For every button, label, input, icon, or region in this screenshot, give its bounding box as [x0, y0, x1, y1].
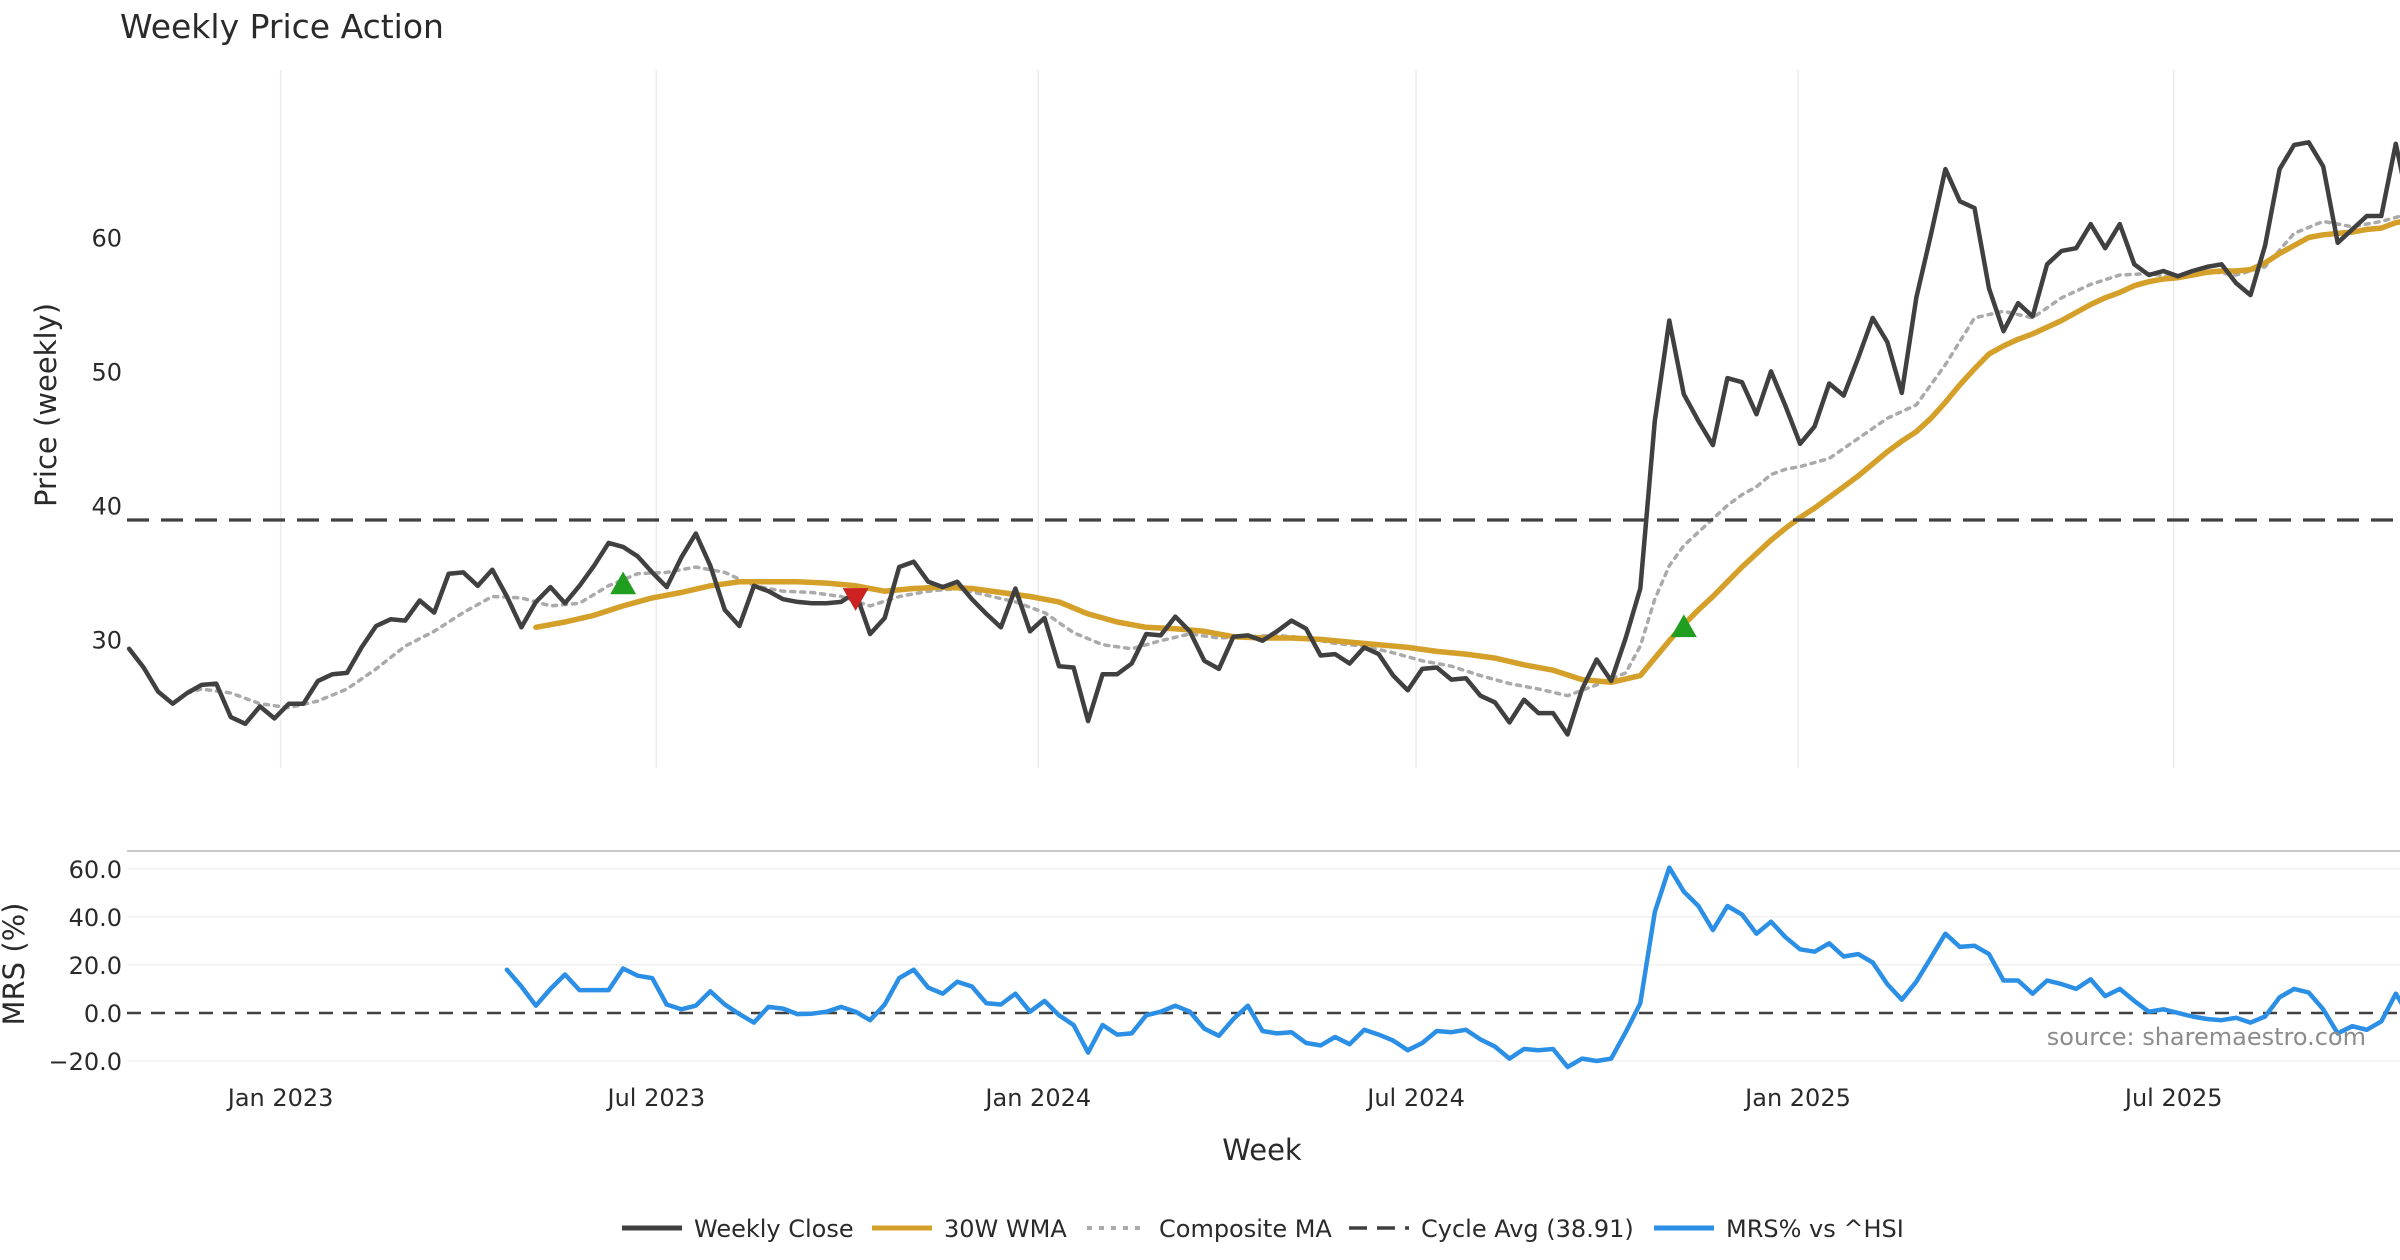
price-panel-series: [126, 140, 2400, 737]
mrs-panel-grid: [127, 850, 2400, 1062]
legend-item-weekly-close: Weekly Close: [622, 1215, 854, 1243]
x-tick-label: Jul 2025: [2123, 1084, 2223, 1112]
price-y-axis-label: Price (weekly): [29, 303, 63, 507]
price-y-tick-label: 50: [91, 358, 122, 386]
mrs-y-tick-label: 0.0: [84, 1000, 122, 1028]
x-tick-label: Jul 2024: [1365, 1084, 1465, 1112]
price-panel-grid: [279, 70, 2175, 768]
buy-signal-marker: [610, 571, 637, 595]
price-y-tick-label: 30: [91, 626, 122, 654]
price-panel-markers: [610, 571, 1697, 638]
legend-label: Composite MA: [1159, 1215, 1332, 1243]
series-composite-ma-line: [185, 214, 2400, 710]
mrs-y-tick-label: −20.0: [48, 1048, 122, 1076]
x-axis-label: Week: [1222, 1133, 1302, 1167]
mrs-y-tick-label: 20.0: [69, 952, 122, 980]
series-30w-wma-line: [533, 219, 2400, 686]
legend-item-composite-ma: Composite MA: [1087, 1215, 1332, 1243]
x-tick-label: Jan 2025: [1743, 1084, 1851, 1112]
legend-label: MRS% vs ^HSI: [1726, 1215, 1904, 1243]
x-tick-label: Jan 2024: [983, 1084, 1091, 1112]
legend: Weekly Close 30W WMA Composite MA Cycle Avg…: [622, 1215, 1904, 1243]
buy-signal-marker: [1670, 614, 1697, 638]
legend-item-mrs-vs-hsi: MRS% vs ^HSI: [1654, 1215, 1904, 1243]
x-axis: Jan 2023 Jul 2023 Jan 2024 Jul 2024 Jan 2025…: [226, 1084, 2223, 1112]
mrs-panel-series: [504, 865, 2400, 1070]
mrs-y-axis: 60.0 40.0 20.0 0.0 −20.0: [48, 856, 122, 1076]
legend-label: Cycle Avg (38.91): [1421, 1215, 1634, 1243]
mrs-y-tick-label: 60.0: [69, 856, 122, 884]
mrs-y-axis-label: MRS (%): [0, 903, 31, 1026]
sell-signal-marker: [842, 588, 869, 611]
legend-label: Weekly Close: [694, 1215, 854, 1243]
price-y-tick-label: 60: [91, 224, 122, 252]
price-y-axis: 30 40 50 60: [91, 224, 122, 654]
price-y-tick-label: 40: [91, 492, 122, 520]
source-watermark: source: sharemaestro.com: [2047, 1023, 2366, 1051]
series-weekly-close-line: [126, 140, 2400, 737]
series-mrs-vs-hsi-line: [504, 865, 2400, 1070]
legend-item-30w-wma: 30W WMA: [872, 1215, 1067, 1243]
legend-label: 30W WMA: [944, 1215, 1067, 1243]
mrs-y-tick-label: 40.0: [69, 904, 122, 932]
legend-item-cycle-avg-38-91: Cycle Avg (38.91): [1349, 1215, 1634, 1243]
chart-title: Weekly Price Action: [120, 7, 444, 46]
x-tick-label: Jan 2023: [226, 1084, 334, 1112]
x-tick-label: Jul 2023: [605, 1084, 705, 1112]
